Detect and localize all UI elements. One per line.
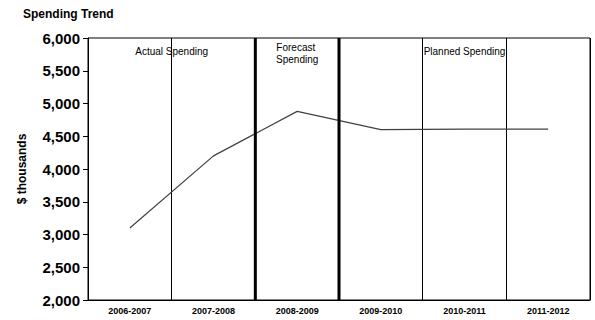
svg-text:3,000: 3,000 [42,226,80,243]
svg-text:Planned Spending: Planned Spending [424,46,506,57]
svg-text:Spending Trend: Spending Trend [23,7,114,21]
svg-text:2,500: 2,500 [42,259,80,276]
svg-text:5,000: 5,000 [42,95,80,112]
svg-text:2007-2008: 2007-2008 [192,306,235,316]
svg-text:$ thousands: $ thousands [15,133,29,204]
svg-text:2009-2010: 2009-2010 [359,306,402,316]
svg-text:6,000: 6,000 [42,30,80,47]
svg-text:2010-2011: 2010-2011 [443,306,486,316]
svg-text:2011-2012: 2011-2012 [527,306,570,316]
svg-text:4,500: 4,500 [42,128,80,145]
svg-text:Actual Spending: Actual Spending [135,46,208,57]
svg-text:2006-2007: 2006-2007 [108,306,151,316]
svg-text:2,000: 2,000 [42,292,80,309]
svg-text:Spending: Spending [276,54,318,65]
svg-text:Forecast: Forecast [276,42,318,53]
svg-text:4,000: 4,000 [42,161,80,178]
svg-text:3,500: 3,500 [42,193,80,210]
svg-text:5,500: 5,500 [42,62,80,79]
svg-text:2008-2009: 2008-2009 [276,306,319,316]
